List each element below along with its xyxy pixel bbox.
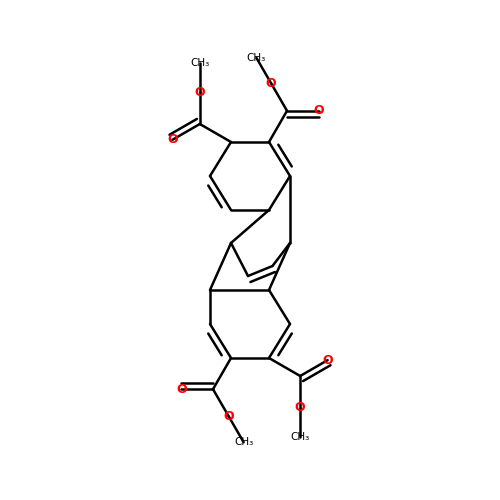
Text: CH₃: CH₃ — [290, 432, 310, 442]
Text: CH₃: CH₃ — [190, 58, 210, 68]
Text: O: O — [194, 86, 205, 99]
Text: O: O — [295, 401, 306, 414]
Text: O: O — [314, 104, 324, 118]
Text: O: O — [224, 410, 234, 423]
Text: O: O — [167, 134, 177, 146]
Text: O: O — [176, 382, 186, 396]
Text: CH₃: CH₃ — [247, 53, 266, 63]
Text: CH₃: CH₃ — [234, 437, 253, 447]
Text: O: O — [322, 354, 333, 366]
Text: O: O — [266, 77, 276, 90]
